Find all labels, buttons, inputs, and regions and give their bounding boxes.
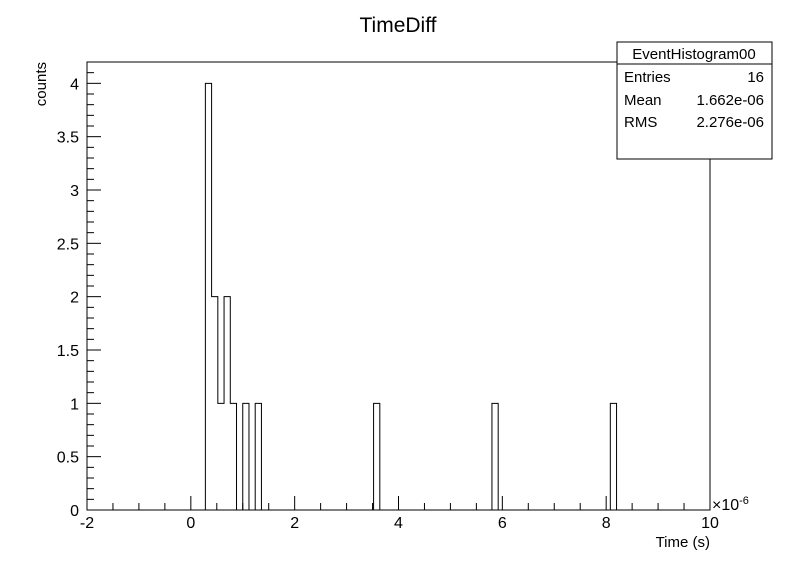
- histogram-bin: [374, 403, 380, 510]
- x-exponent-label: ×10-6: [712, 495, 749, 514]
- stats-rms-value: 2.276e-06: [696, 114, 764, 131]
- stats-rms-label: RMS: [624, 114, 657, 131]
- x-tick-label: 10: [701, 515, 719, 532]
- y-tick-label: 1: [70, 396, 79, 413]
- x-tick-label: 2: [290, 515, 299, 532]
- y-tick-label: 3: [70, 183, 79, 200]
- y-tick-label: 2: [70, 290, 79, 307]
- histogram-outline: [204, 82, 618, 510]
- x-tick-label: 4: [394, 515, 403, 532]
- x-tick-label: 0: [186, 515, 195, 532]
- y-axis-label: counts: [33, 62, 50, 106]
- y-tick-label: 3.5: [57, 130, 79, 147]
- stats-entries-value: 16: [747, 69, 764, 86]
- histogram-bars: [204, 82, 618, 510]
- y-tick-label: 4: [70, 76, 79, 93]
- y-tick-label: 1.5: [57, 343, 79, 360]
- y-tick-label: 0.5: [57, 450, 79, 467]
- histogram-bin: [218, 403, 224, 510]
- histogram-bin: [255, 403, 261, 510]
- x-tick-label: 6: [498, 515, 507, 532]
- stats-mean-value: 1.662e-06: [696, 92, 764, 109]
- x-axis: -2 0 2 4 6 8 10: [80, 496, 719, 532]
- y-axis: 0 0.5 1 1.5 2 2.5 3 3.5 4: [57, 61, 101, 520]
- stats-mean-label: Mean: [624, 92, 662, 109]
- stats-box: EventHistogram00 Entries 16 Mean 1.662e-…: [616, 41, 773, 160]
- histogram-bin: [230, 403, 236, 510]
- stats-box-title: EventHistogram00: [632, 46, 755, 63]
- stats-entries-label: Entries: [624, 69, 671, 86]
- x-axis-label: Time (s): [656, 534, 710, 551]
- histogram-bin: [224, 297, 230, 510]
- histogram-bin: [212, 297, 218, 510]
- x-exponent-base: ×10: [712, 497, 739, 514]
- chart-title: TimeDiff: [359, 14, 436, 37]
- stats-box-frame: [616, 41, 773, 160]
- x-tick-label: 8: [602, 515, 611, 532]
- y-tick-label: 2.5: [57, 236, 79, 253]
- histogram-bin: [205, 83, 211, 510]
- x-exponent-power: -6: [739, 495, 749, 507]
- histogram-bin: [492, 403, 498, 510]
- histogram-bin: [610, 403, 616, 510]
- x-tick-label: -2: [80, 515, 94, 532]
- histogram-bin: [243, 403, 249, 510]
- y-tick-label: 0: [70, 503, 79, 520]
